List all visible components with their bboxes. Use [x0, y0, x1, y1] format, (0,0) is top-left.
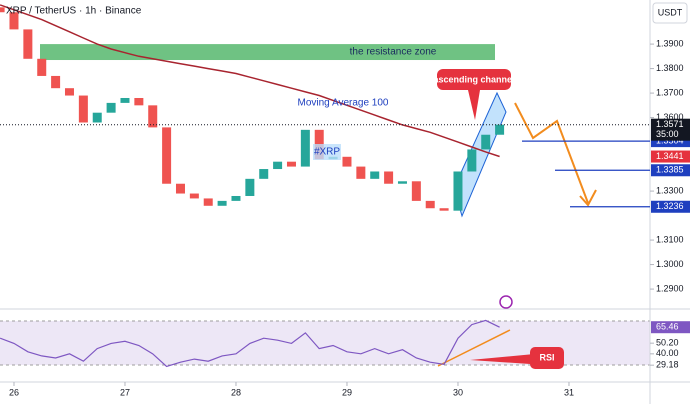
candle: [439, 208, 449, 211]
candle: [189, 193, 199, 199]
level-label: 1.3385: [656, 165, 684, 175]
price-tick-label: 1.2900: [656, 283, 684, 293]
countdown-label: 35:00: [656, 129, 679, 139]
candle: [425, 200, 435, 209]
resistance-zone: [40, 44, 495, 61]
current-price-label: 1.3571: [656, 119, 684, 129]
level-badge: [651, 164, 690, 177]
time-tick-label: 29: [342, 387, 352, 397]
candle: [51, 75, 61, 89]
candle: [481, 134, 491, 150]
time-tick-label: 30: [453, 387, 463, 397]
ma-price-label: 1.3441: [656, 151, 684, 161]
time-tick-label: 27: [120, 387, 130, 397]
price-tick-label: 1.3700: [656, 87, 684, 97]
rsi-tick-label: 40.00: [656, 348, 679, 358]
zone-label: the resistance zone: [350, 47, 437, 58]
channel-pointer: [468, 90, 480, 120]
currency-label[interactable]: USDT: [658, 7, 683, 17]
candle: [106, 102, 116, 113]
candle: [175, 183, 185, 194]
candle: [453, 171, 463, 211]
projection-arrowhead: [579, 189, 597, 207]
candle: [120, 97, 130, 103]
price-tick-label: 1.3100: [656, 234, 684, 244]
candle: [286, 161, 296, 167]
ma-label: Moving Average 100: [298, 98, 389, 109]
moving-average: [0, 4, 500, 158]
price-tick-label: 1.3900: [656, 38, 684, 48]
candle: [259, 169, 269, 179]
current-price-badge: [651, 118, 690, 141]
price-tick-label: 1.3300: [656, 185, 684, 195]
candle: [356, 166, 366, 179]
candle: [411, 181, 421, 201]
tag-bg: [313, 144, 341, 160]
candle: [397, 181, 407, 184]
candle: [300, 129, 310, 167]
rsi-trendline: [437, 329, 511, 367]
time-tick-label: 31: [564, 387, 574, 397]
ma-badge: [651, 150, 690, 163]
rsi-pointer: [470, 353, 545, 365]
candle: [92, 112, 102, 123]
rsi-badge: [651, 321, 690, 334]
candle: [495, 124, 505, 135]
rsi-tick-label: 29.18: [656, 360, 679, 370]
level-badge: [651, 200, 690, 213]
price-tick-label: 1.3800: [656, 63, 684, 73]
indicator-icon[interactable]: [499, 295, 513, 309]
channel-callout: [437, 69, 511, 90]
candle: [231, 195, 241, 201]
candle: [9, 12, 19, 30]
candle: [23, 29, 33, 59]
level-label: 1.3236: [656, 201, 684, 211]
candle: [78, 95, 88, 123]
projection-arrow: [514, 102, 589, 204]
candle: [384, 171, 394, 184]
time-tick-label: 26: [9, 387, 19, 397]
currency-button[interactable]: [652, 2, 688, 24]
candle: [273, 161, 283, 170]
candle: [0, 7, 5, 13]
candle: [245, 178, 255, 196]
candle: [37, 58, 47, 76]
candle: [217, 200, 227, 206]
rsi-tick-label: 50.20: [656, 338, 679, 348]
candle: [162, 127, 172, 184]
rsi-line: [0, 319, 500, 368]
candle: [64, 88, 74, 96]
channel-label: ascending channel: [433, 74, 514, 84]
rsi-callout: [530, 347, 564, 369]
rsi-label: RSI: [539, 352, 554, 362]
price-tick-label: 1.3600: [656, 112, 684, 122]
candle: [342, 156, 352, 167]
rsi-value-label: 65.46: [656, 322, 679, 332]
tag-label: #XRP: [314, 147, 340, 158]
candle: [134, 97, 144, 106]
chart-title: XRP / TetherUS · 1h · Binance: [6, 6, 142, 17]
time-tick-label: 28: [231, 387, 241, 397]
candle: [148, 105, 158, 128]
price-tick-label: 1.3000: [656, 259, 684, 269]
candle: [467, 149, 477, 172]
candle: [203, 198, 213, 206]
candle: [370, 171, 380, 179]
